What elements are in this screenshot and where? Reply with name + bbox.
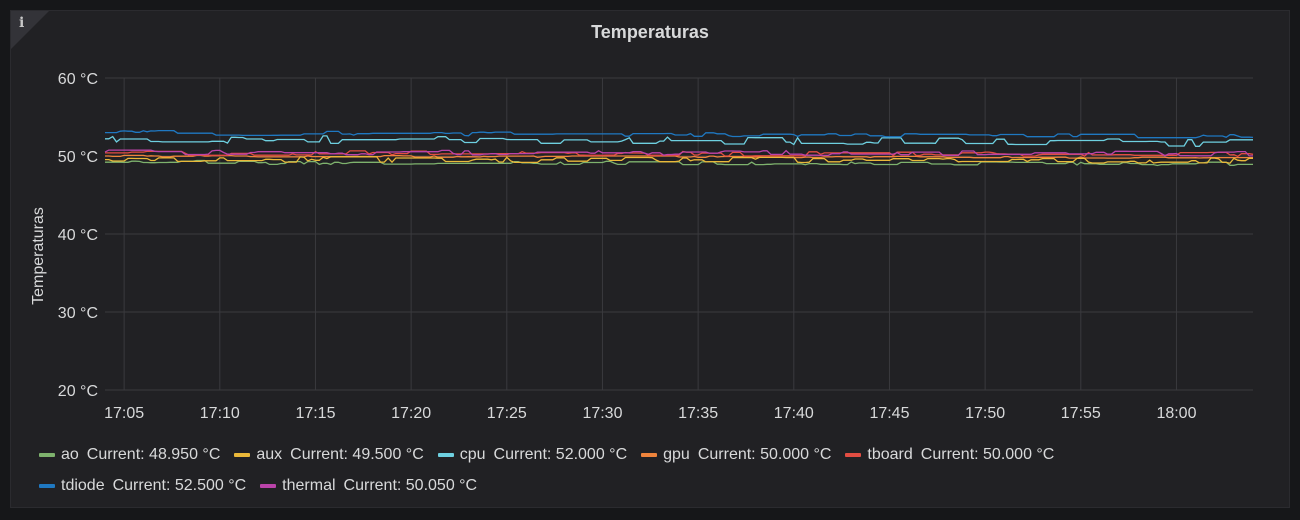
series-line-cpu[interactable] bbox=[105, 135, 1253, 147]
series-line-thermal[interactable] bbox=[104, 149, 1253, 157]
temperature-panel: i Temperaturas 20 °C 30 °C 40 °C 50 °C 60 °C… bbox=[10, 10, 1290, 508]
legend-current-value: Current: 52.000 °C bbox=[493, 445, 628, 463]
x-tick-label: 17:35 bbox=[678, 405, 718, 422]
legend-current-value: Current: 50.050 °C bbox=[343, 476, 478, 494]
legend-row: ao Current: 48.950 °C aux Current: 49.500 °… bbox=[39, 439, 1279, 470]
y-tick-label: 40 °C bbox=[58, 227, 98, 244]
series-line-aux[interactable] bbox=[105, 156, 1253, 164]
x-tick-label: 17:45 bbox=[869, 405, 909, 422]
y-tick-label: 50 °C bbox=[58, 149, 98, 166]
legend-current-value: Current: 48.950 °C bbox=[86, 445, 221, 463]
legend-item-cpu[interactable]: cpu Current: 52.000 °C bbox=[437, 445, 628, 464]
legend-series-name[interactable]: thermal bbox=[282, 476, 336, 494]
legend-swatch bbox=[39, 452, 55, 457]
series-line-gpu[interactable] bbox=[105, 154, 1253, 159]
x-tick-label: 17:10 bbox=[200, 405, 240, 422]
legend-row: tdiode Current: 52.500 °C thermal Current: … bbox=[39, 470, 1279, 501]
legend-item-thermal[interactable]: thermal Current: 50.050 °C bbox=[260, 477, 477, 495]
y-tick-label: 20 °C bbox=[58, 383, 98, 400]
y-tick-label: 60 °C bbox=[58, 71, 98, 88]
legend-series-name[interactable]: tdiode bbox=[61, 476, 105, 494]
x-axis-ticks: 17:05 17:10 17:15 17:20 17:25 17:30 17:35 17:40… bbox=[104, 405, 1196, 422]
x-tick-label: 17:25 bbox=[487, 405, 527, 422]
legend-current-value: Current: 50.000 °C bbox=[697, 445, 832, 463]
temperature-chart: 20 °C 30 °C 40 °C 50 °C 60 °C 17:05 17:10 17:1… bbox=[30, 71, 1254, 422]
legend-series-name[interactable]: cpu bbox=[459, 445, 486, 463]
legend-item-tboard[interactable]: tboard Current: 50.000 °C bbox=[845, 446, 1054, 464]
legend-series-name[interactable]: ao bbox=[61, 445, 79, 463]
legend-series-name[interactable]: tboard bbox=[867, 445, 913, 463]
legend-item-tdiode[interactable]: tdiode Current: 52.500 °C bbox=[39, 477, 246, 495]
x-tick-label: 18:00 bbox=[1156, 405, 1196, 422]
x-tick-label: 17:30 bbox=[582, 405, 622, 422]
panel-title[interactable]: Temperaturas bbox=[591, 22, 709, 42]
legend-swatch bbox=[39, 483, 55, 488]
x-tick-label: 17:50 bbox=[965, 405, 1005, 422]
legend-swatch bbox=[641, 452, 658, 457]
legend-series-name[interactable]: aux bbox=[256, 445, 283, 463]
x-tick-label: 17:20 bbox=[391, 405, 431, 422]
legend-swatch bbox=[845, 452, 862, 457]
chart-grid bbox=[105, 77, 1253, 391]
legend-item-ao[interactable]: ao Current: 48.950 °C bbox=[39, 446, 220, 464]
chart-legend: ao Current: 48.950 °C aux Current: 49.500 °… bbox=[39, 439, 1279, 501]
legend-current-value: Current: 50.000 °C bbox=[920, 445, 1055, 463]
y-axis-ticks: 20 °C 30 °C 40 °C 50 °C 60 °C bbox=[58, 71, 98, 400]
series-line-tdiode[interactable] bbox=[105, 129, 1254, 139]
y-axis-label: Temperaturas bbox=[30, 207, 47, 305]
series-line-tboard[interactable] bbox=[105, 150, 1254, 158]
chart-series bbox=[104, 129, 1254, 167]
x-tick-label: 17:05 bbox=[104, 405, 144, 422]
legend-swatch bbox=[234, 452, 251, 457]
legend-swatch bbox=[437, 452, 454, 457]
legend-item-gpu[interactable]: gpu Current: 50.000 °C bbox=[641, 446, 831, 464]
legend-current-value: Current: 49.500 °C bbox=[290, 445, 424, 463]
x-tick-label: 17:15 bbox=[295, 405, 335, 422]
legend-item-aux[interactable]: aux Current: 49.500 °C bbox=[234, 445, 424, 464]
legend-current-value: Current: 52.500 °C bbox=[112, 476, 247, 494]
x-tick-label: 17:40 bbox=[774, 405, 814, 422]
y-tick-label: 30 °C bbox=[58, 305, 98, 322]
x-tick-label: 17:55 bbox=[1061, 405, 1101, 422]
panel-info-corner[interactable] bbox=[11, 11, 49, 49]
legend-swatch bbox=[260, 483, 277, 488]
info-icon[interactable]: i bbox=[19, 15, 25, 31]
legend-series-name[interactable]: gpu bbox=[663, 445, 690, 463]
